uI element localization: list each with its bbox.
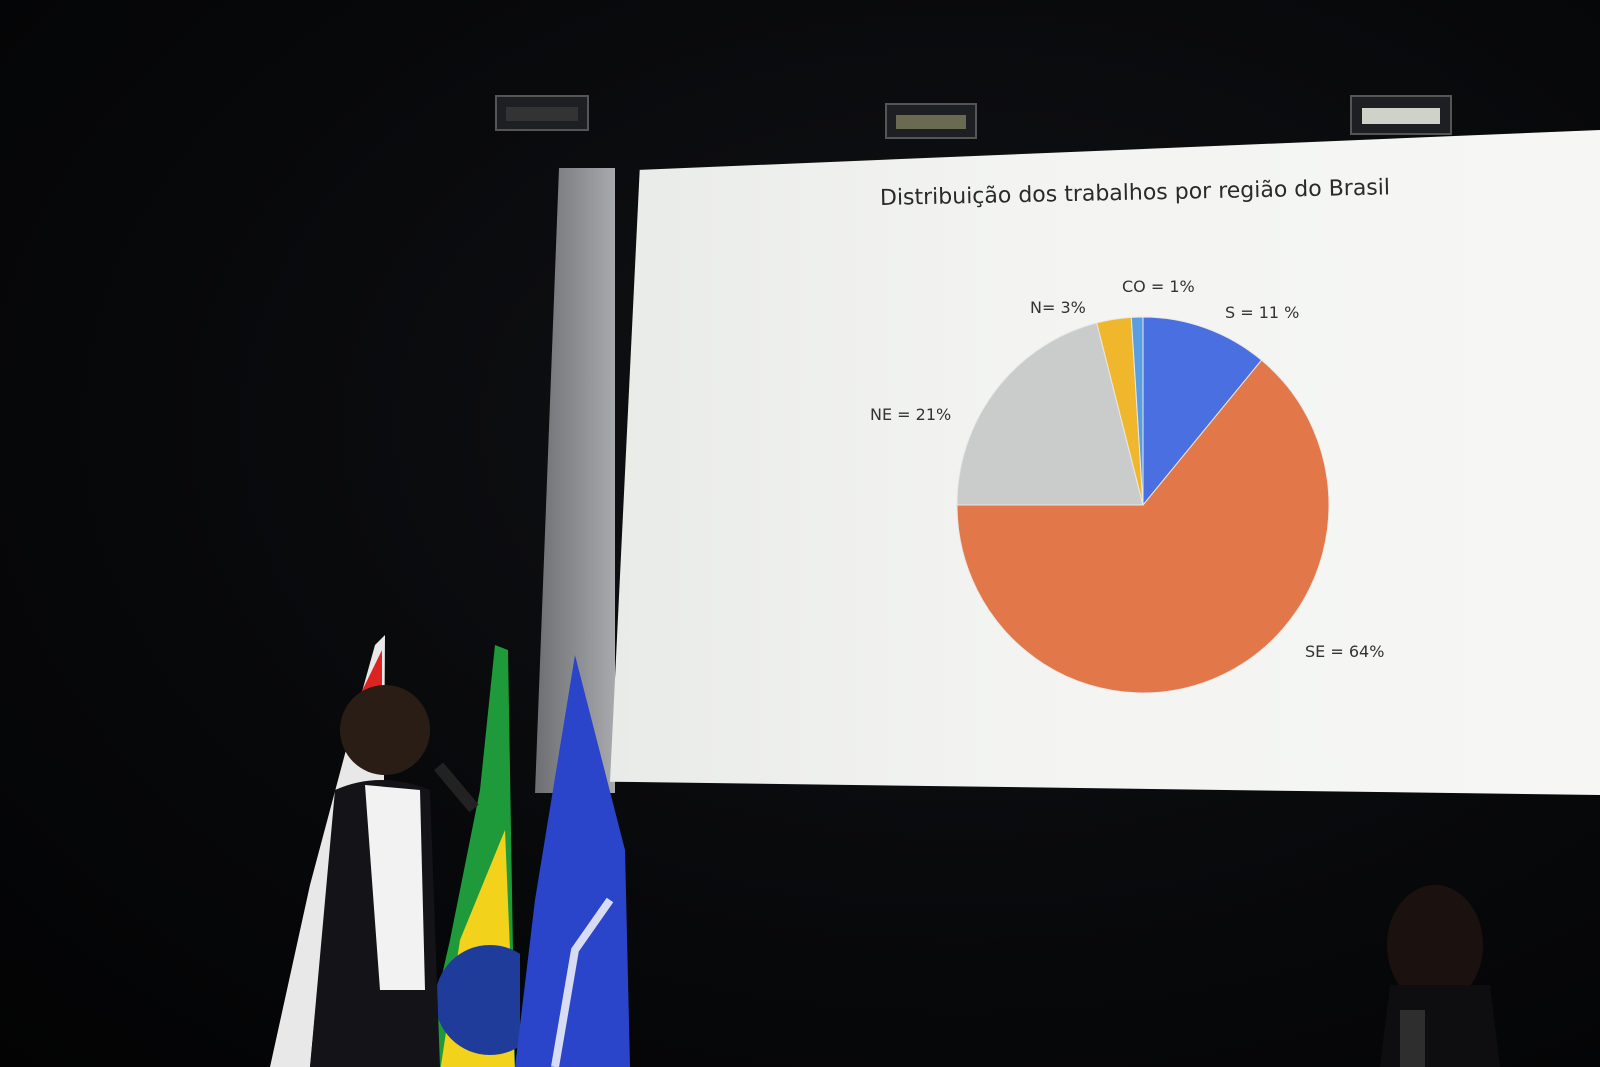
flag-institution (515, 655, 630, 1067)
slice-label: N= 3% (1030, 298, 1086, 317)
slice-label: CO = 1% (1122, 277, 1195, 296)
audience-member (1380, 885, 1500, 1067)
presenter (310, 685, 479, 1067)
ceiling-light (885, 103, 977, 139)
slice-label: SE = 64% (1305, 642, 1384, 661)
pie-slice (956, 359, 1330, 694)
flag-brazil (421, 645, 520, 1067)
slice-label: NE = 21% (870, 405, 951, 424)
pie-slice (1130, 316, 1144, 506)
slice-label: S = 11 % (1225, 303, 1299, 322)
pie-slice (956, 322, 1144, 506)
ceiling-light (1350, 95, 1452, 135)
pie-slice (1142, 316, 1263, 507)
ceiling-light (495, 95, 589, 131)
